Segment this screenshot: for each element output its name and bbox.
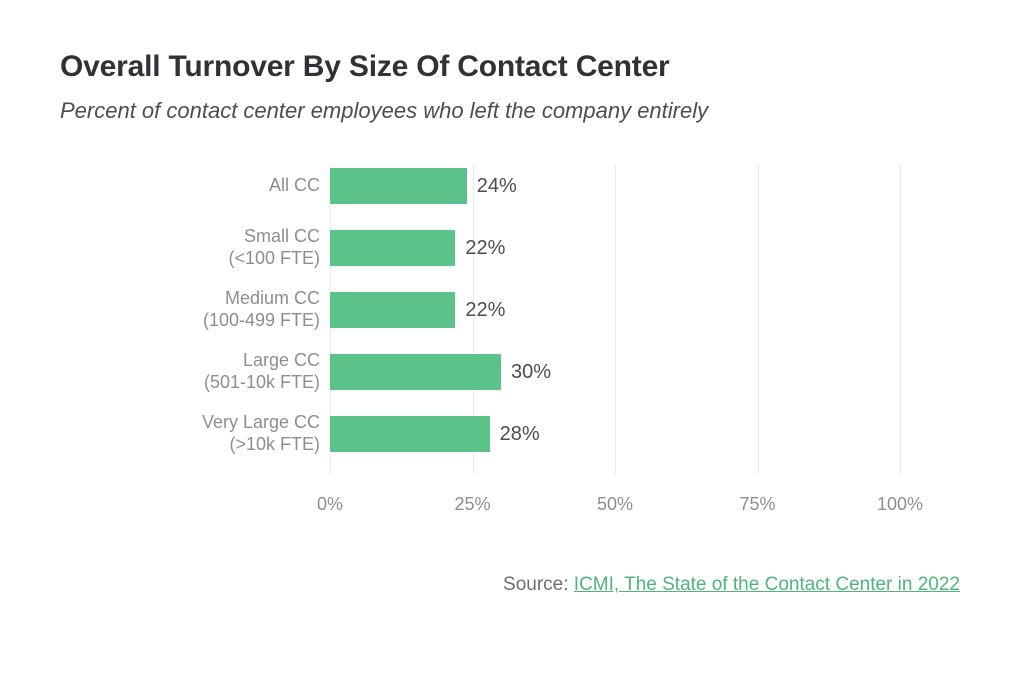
category-label-line2: (501-10k FTE) bbox=[70, 372, 320, 394]
chart: All CC Small CC(<100 FTE) Medium CC(100-49… bbox=[60, 164, 964, 534]
x-tick-label: 75% bbox=[739, 494, 775, 515]
category-label-line2: (<100 FTE) bbox=[70, 248, 320, 270]
bar-value-label: 28% bbox=[490, 416, 540, 452]
category-label-line1: Medium CC bbox=[225, 288, 320, 308]
x-tick-label: 25% bbox=[454, 494, 490, 515]
bar bbox=[330, 230, 455, 266]
chart-title: Overall Turnover By Size Of Contact Cent… bbox=[60, 50, 964, 84]
category-label: Large CC(501-10k FTE) bbox=[70, 350, 320, 393]
bar bbox=[330, 292, 455, 328]
bar-row: 30% bbox=[330, 354, 900, 390]
bar-value-label: 24% bbox=[467, 168, 517, 204]
category-label: Small CC(<100 FTE) bbox=[70, 226, 320, 269]
bar bbox=[330, 416, 490, 452]
bar-row: 28% bbox=[330, 416, 900, 452]
bar bbox=[330, 354, 501, 390]
source-link[interactable]: ICMI, The State of the Contact Center in… bbox=[574, 574, 960, 595]
category-label-line1: Small CC bbox=[244, 226, 320, 246]
category-label-line2: (100-499 FTE) bbox=[70, 310, 320, 332]
category-label-line1: Large CC bbox=[243, 350, 320, 370]
category-label-line1: All CC bbox=[269, 175, 320, 195]
source-attribution: Source: ICMI, The State of the Contact C… bbox=[60, 574, 964, 596]
category-label-line2: (>10k FTE) bbox=[70, 434, 320, 456]
x-axis-labels: 0%25%50%75%100% bbox=[330, 484, 900, 534]
x-tick-label: 0% bbox=[317, 494, 343, 515]
gridline bbox=[900, 164, 901, 474]
bar-row: 22% bbox=[330, 230, 900, 266]
bar-value-label: 22% bbox=[455, 230, 505, 266]
category-label: Medium CC(100-499 FTE) bbox=[70, 288, 320, 331]
category-label: Very Large CC(>10k FTE) bbox=[70, 412, 320, 455]
category-label-line1: Very Large CC bbox=[202, 412, 320, 432]
x-tick-label: 100% bbox=[877, 494, 923, 515]
source-prefix: Source: bbox=[503, 574, 574, 595]
bar bbox=[330, 168, 467, 204]
chart-subtitle: Percent of contact center employees who … bbox=[60, 98, 964, 124]
bar-row: 22% bbox=[330, 292, 900, 328]
bar-value-label: 22% bbox=[455, 292, 505, 328]
x-tick-label: 50% bbox=[597, 494, 633, 515]
category-label: All CC bbox=[70, 175, 320, 197]
bar-value-label: 30% bbox=[501, 354, 551, 390]
bar-row: 24% bbox=[330, 168, 900, 204]
plot-area: 24% 22% 22% 30% 28% bbox=[330, 164, 900, 474]
y-axis-labels: All CC Small CC(<100 FTE) Medium CC(100-49… bbox=[60, 164, 320, 474]
